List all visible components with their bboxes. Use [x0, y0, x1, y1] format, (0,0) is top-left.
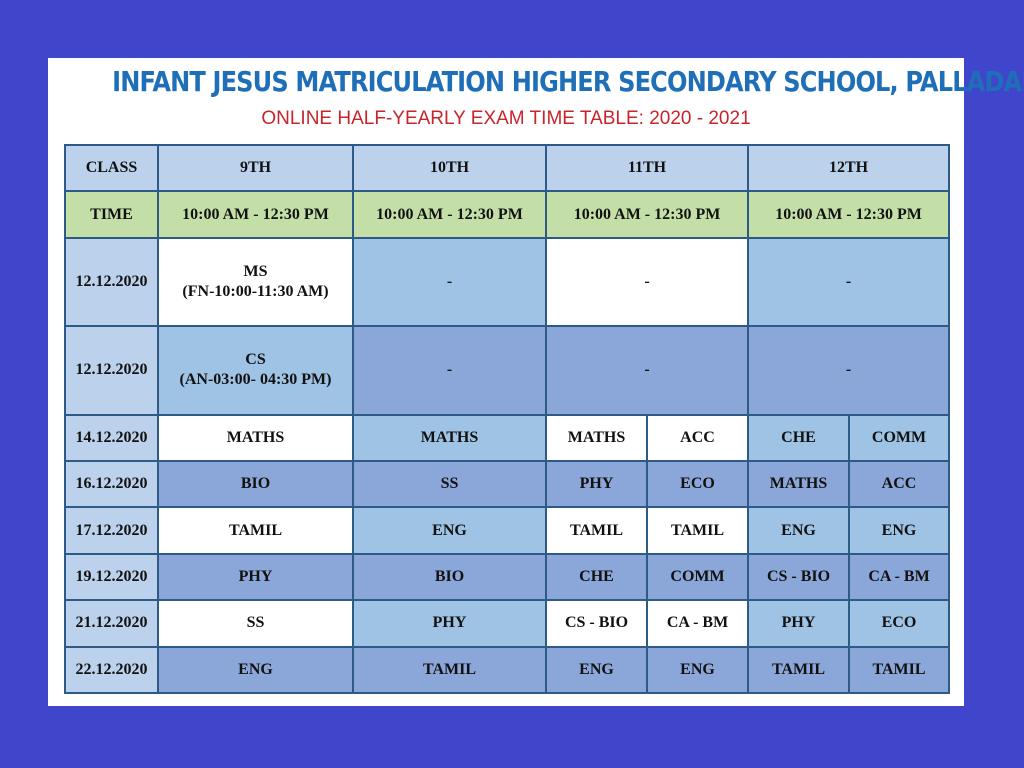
exam-cell: CS - BIO	[747, 552, 851, 602]
table-row: 12.12.2020 CS (AN-03:00- 04:30 PM) - - -	[64, 325, 951, 416]
time-cell: 10:00 AM - 12:30 PM	[747, 190, 951, 239]
exam-cell: TAMIL	[848, 645, 951, 695]
exam-cell: ENG	[157, 645, 354, 695]
timetable-sheet: INFANT JESUS MATRICULATION HIGHER SECOND…	[48, 58, 1024, 706]
date-cell: 12.12.2020	[64, 236, 159, 328]
date-cell: 22.12.2020	[64, 645, 159, 695]
exam-cell: COMM	[645, 552, 750, 602]
exam-cell: -	[544, 236, 750, 328]
session-text: (FN-10:00-11:30 AM)	[182, 282, 329, 300]
session-text: (AN-03:00- 04:30 PM)	[179, 371, 332, 389]
exam-cell: -	[544, 325, 750, 416]
date-cell: 12.12.2020	[64, 325, 159, 416]
time-label: TIME	[64, 190, 159, 239]
exam-cell: MATHS	[157, 413, 354, 463]
time-cell: 10:00 AM - 12:30 PM	[157, 190, 354, 239]
table-row: 17.12.2020 TAMIL ENG TAMIL TAMIL ENG ENG	[64, 506, 951, 555]
exam-cell: MATHS	[352, 413, 547, 463]
exam-cell: -	[747, 236, 951, 328]
exam-cell: ENG	[352, 506, 547, 555]
exam-cell: ENG	[747, 506, 851, 555]
table-row: 12.12.2020 MS (FN-10:00-11:30 AM) - - -	[64, 236, 951, 328]
date-cell: 14.12.2020	[64, 413, 159, 463]
date-cell: 17.12.2020	[64, 506, 159, 555]
class-header: 11TH	[544, 143, 750, 193]
exam-cell: MS (FN-10:00-11:30 AM)	[157, 236, 354, 328]
exam-cell: CHE	[747, 413, 851, 463]
exam-cell: -	[352, 325, 547, 416]
subject-text: MS	[243, 262, 268, 280]
class-label: CLASS	[64, 143, 159, 193]
exam-cell: CA - BM	[645, 599, 750, 648]
exam-cell: ENG	[645, 645, 750, 695]
date-cell: 19.12.2020	[64, 552, 159, 602]
exam-cell: TAMIL	[157, 506, 354, 555]
exam-cell: TAMIL	[352, 645, 547, 695]
table-row: 19.12.2020 PHY BIO CHE COMM CS - BIO CA …	[64, 552, 951, 602]
class-header: 12TH	[747, 143, 951, 193]
exam-cell: PHY	[747, 599, 851, 648]
exam-cell: BIO	[157, 460, 354, 509]
exam-cell: CHE	[545, 552, 648, 602]
exam-cell: ECO	[645, 460, 750, 509]
exam-timetable: CLASS 9TH 10TH 11TH 12TH TIME 10:00 AM -…	[64, 143, 951, 695]
exam-cell: TAMIL	[747, 645, 851, 695]
exam-cell: MATHS	[747, 460, 851, 509]
exam-cell: CS (AN-03:00- 04:30 PM)	[157, 325, 354, 416]
exam-cell: -	[747, 325, 951, 416]
time-cell: 10:00 AM - 12:30 PM	[352, 190, 547, 239]
time-cell: 10:00 AM - 12:30 PM	[544, 190, 750, 239]
class-header: 9TH	[157, 143, 354, 193]
exam-cell: BIO	[352, 552, 547, 602]
class-header-row: CLASS 9TH 10TH 11TH 12TH	[64, 143, 951, 193]
exam-cell: MATHS	[545, 413, 648, 463]
exam-cell: ENG	[848, 506, 951, 555]
exam-cell: COMM	[848, 413, 951, 463]
date-cell: 16.12.2020	[64, 460, 159, 509]
class-header: 10TH	[352, 143, 547, 193]
exam-cell: PHY	[157, 552, 354, 602]
exam-cell: ENG	[545, 645, 648, 695]
date-cell: 21.12.2020	[64, 599, 159, 648]
exam-cell: PHY	[352, 599, 547, 648]
exam-cell: SS	[352, 460, 547, 509]
exam-cell: PHY	[545, 460, 648, 509]
table-row: 21.12.2020 SS PHY CS - BIO CA - BM PHY E…	[64, 599, 951, 648]
table-row: 14.12.2020 MATHS MATHS MATHS ACC CHE COM…	[64, 413, 951, 463]
timetable-subtitle: ONLINE HALF-YEARLY EXAM TIME TABLE: 2020…	[261, 108, 751, 129]
time-row: TIME 10:00 AM - 12:30 PM 10:00 AM - 12:3…	[64, 190, 951, 239]
exam-cell: CS - BIO	[545, 599, 648, 648]
exam-cell: ACC	[645, 413, 750, 463]
exam-cell: -	[352, 236, 547, 328]
exam-cell: CA - BM	[848, 552, 951, 602]
subject-text: CS	[245, 351, 266, 369]
table-row: 16.12.2020 BIO SS PHY ECO MATHS ACC	[64, 460, 951, 509]
school-title: INFANT JESUS MATRICULATION HIGHER SECOND…	[112, 65, 1024, 98]
exam-cell: ECO	[848, 599, 951, 648]
exam-cell: SS	[157, 599, 354, 648]
exam-cell: ACC	[848, 460, 951, 509]
table-row: 22.12.2020 ENG TAMIL ENG ENG TAMIL TAMIL	[64, 645, 951, 695]
exam-cell: TAMIL	[545, 506, 648, 555]
exam-cell: TAMIL	[645, 506, 750, 555]
